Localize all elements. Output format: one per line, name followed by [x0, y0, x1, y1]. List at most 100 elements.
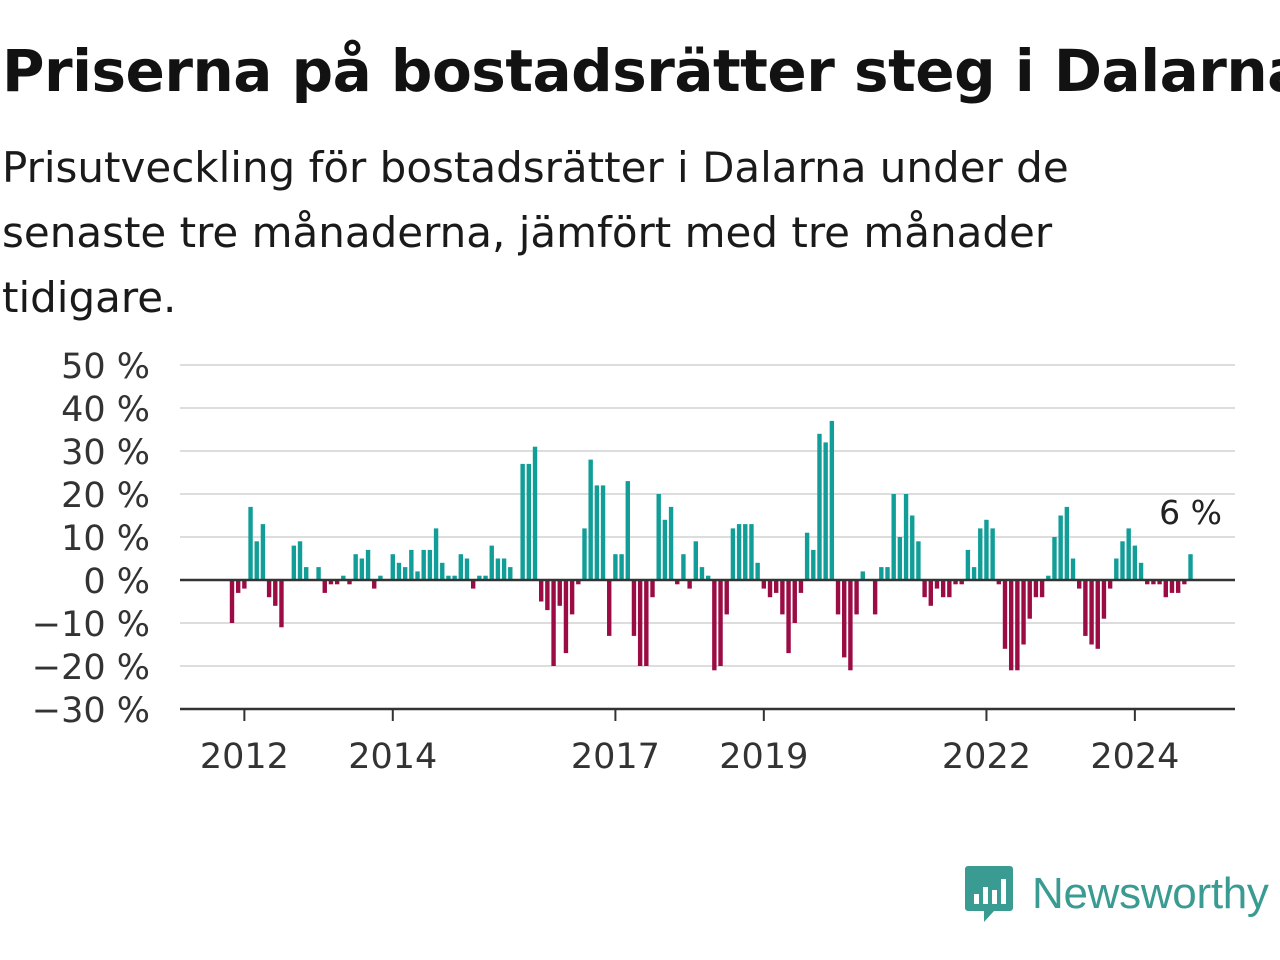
y-tick-label: 30 %	[61, 433, 150, 473]
bar-series	[229, 420, 1193, 671]
bar	[953, 580, 958, 585]
bar	[458, 554, 464, 580]
bar	[1021, 580, 1026, 645]
bar	[773, 580, 779, 593]
bar	[353, 554, 358, 580]
bar	[347, 580, 352, 585]
bar	[971, 567, 977, 580]
bar	[1095, 580, 1100, 649]
bar	[965, 549, 971, 580]
bar	[316, 567, 321, 580]
bar	[755, 562, 760, 580]
x-tick-label: 2022	[942, 737, 1031, 777]
bar	[675, 580, 680, 585]
bar	[508, 567, 513, 580]
bar	[557, 580, 562, 606]
bar	[607, 580, 612, 636]
bar	[947, 580, 952, 598]
bar	[427, 549, 433, 580]
bar	[297, 541, 303, 580]
bar	[1089, 580, 1094, 645]
bar	[526, 463, 532, 580]
bar-chart-icon	[965, 866, 1013, 922]
bar	[588, 459, 593, 580]
bar	[551, 580, 556, 666]
bar	[446, 575, 451, 580]
bar	[891, 494, 896, 580]
y-tick-label: −30 %	[32, 691, 150, 731]
bar	[396, 562, 402, 580]
bar	[823, 442, 828, 580]
bar	[495, 558, 501, 580]
bar	[464, 558, 470, 580]
bar	[341, 575, 346, 580]
bar	[879, 567, 884, 580]
bar	[959, 580, 964, 585]
bar	[1015, 580, 1020, 671]
bar	[854, 580, 859, 615]
bar	[520, 463, 525, 580]
bar	[705, 575, 711, 580]
bar	[266, 580, 272, 598]
bar	[433, 528, 439, 580]
bar	[501, 558, 507, 580]
bar	[978, 528, 983, 580]
bar	[1064, 506, 1070, 580]
bar	[489, 545, 494, 580]
bar	[1188, 554, 1193, 580]
bar	[1002, 580, 1008, 649]
bar	[372, 580, 377, 589]
y-tick-label: 40 %	[61, 390, 150, 430]
y-tick-label: 0 %	[83, 562, 150, 602]
bar	[248, 506, 253, 580]
bar	[378, 575, 383, 580]
bar	[483, 575, 488, 580]
data-label: 6 %	[1159, 493, 1222, 532]
newsworthy-logo: Newsworthy	[964, 862, 1269, 926]
bar	[328, 580, 334, 585]
bar	[656, 494, 661, 580]
bar	[291, 545, 297, 580]
bar	[817, 433, 822, 580]
bar	[1058, 515, 1063, 580]
bar	[576, 580, 581, 585]
bar	[1175, 580, 1181, 593]
bar	[736, 524, 742, 580]
bar	[928, 580, 933, 606]
bar	[390, 554, 395, 580]
bar	[1151, 580, 1156, 585]
bar	[1169, 580, 1175, 593]
y-tick-label: 20 %	[61, 476, 150, 516]
bar	[1052, 537, 1057, 580]
bar	[1039, 580, 1045, 598]
bar	[1083, 580, 1088, 636]
bar	[1145, 580, 1150, 585]
bar	[440, 562, 445, 580]
bar	[1157, 580, 1162, 585]
bar	[910, 515, 915, 580]
bar	[1107, 580, 1113, 589]
bar	[885, 567, 890, 580]
bar	[743, 524, 748, 580]
bar	[1126, 528, 1131, 580]
bar	[470, 580, 476, 589]
bar	[359, 558, 365, 580]
x-tick-label: 2024	[1090, 737, 1179, 777]
bar	[637, 580, 643, 666]
tick-labels: 50 %40 %30 %20 %10 %0 %−10 %−20 %−30 % 20…	[32, 347, 1225, 777]
bar	[934, 580, 940, 589]
bar	[421, 549, 426, 580]
bar	[724, 580, 729, 615]
bar	[532, 446, 538, 580]
bar	[334, 580, 340, 585]
bar	[712, 580, 717, 671]
bar	[1138, 562, 1144, 580]
bar	[940, 580, 946, 598]
bar	[279, 580, 284, 628]
bar	[872, 580, 878, 615]
bar	[996, 580, 1002, 585]
bar	[539, 580, 544, 602]
bar	[1182, 580, 1187, 585]
bar	[304, 567, 309, 580]
